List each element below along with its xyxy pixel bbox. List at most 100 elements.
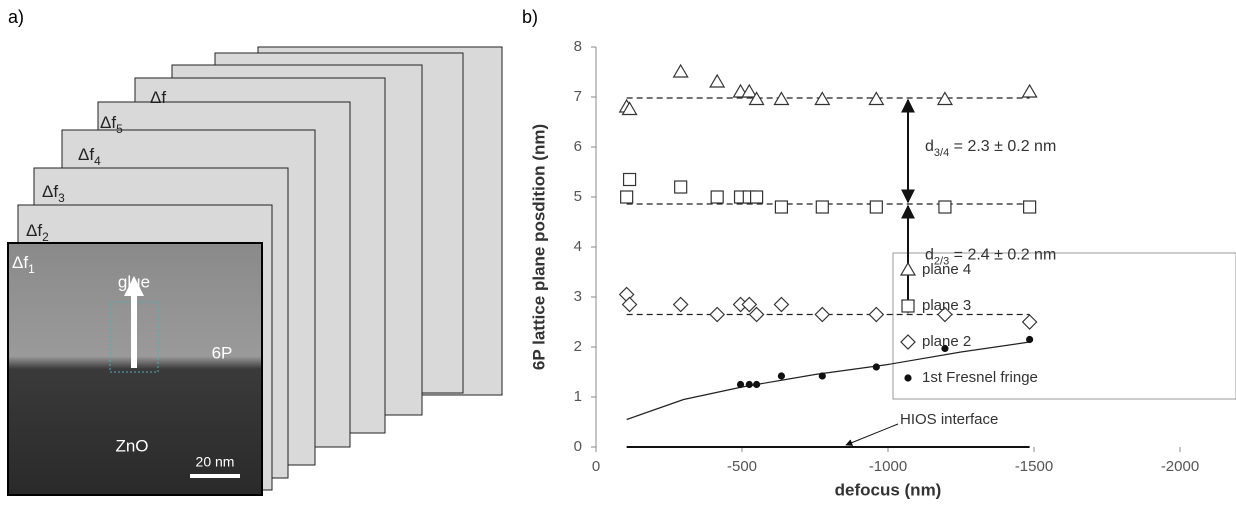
frame-label: Δf5 [100,113,123,136]
frame-label: Δf2 [26,221,49,244]
text-main: = 2.4 ± 0.2 nm [949,246,1056,263]
marker-dot [777,372,786,380]
y-tick-label: 4 [574,238,582,255]
annotation: d2/3 = 2.4 ± 0.2 nm [925,246,1056,267]
image-label: glue [118,272,150,291]
text-sub: 5 [116,122,123,136]
marker-dot [1026,335,1034,344]
marker-triangle [621,101,638,116]
marker-triangle [709,73,726,88]
legend-box [892,252,1236,400]
marker-triangle [899,261,917,276]
legend-label: plane 4 [922,261,971,278]
text-sub: 2 [42,230,49,244]
marker-dot [752,380,761,389]
marker-diamond [937,306,953,323]
marker-diamond [900,334,916,350]
x-axis-title: defocus (nm) [835,480,942,499]
marker-dot [872,363,880,371]
text-main: Δf [26,221,42,240]
tem-image [7,242,263,496]
marker-triangle [1021,83,1038,98]
marker-square [1023,200,1037,214]
marker-dot [818,372,826,380]
marker-triangle [748,91,765,106]
marker-triangle [868,91,885,106]
legend-label: 1st Fresnel fringe [922,369,1038,386]
marker-diamond [748,306,765,323]
marker-triangle [741,83,758,98]
marker-square [938,200,952,214]
text-sub: 2/3 [934,255,949,267]
text-sub: 4 [94,154,101,168]
marker-square [674,180,688,194]
y-tick-label: 2 [574,338,582,355]
marker-square [774,200,789,214]
marker-square [622,172,637,187]
y-tick-label: 0 [574,438,582,455]
text-sub: 1 [28,262,35,276]
frame-label: Δf1 [12,253,35,276]
text-main: Δf [78,145,94,164]
marker-dot [904,374,912,382]
marker-diamond [672,296,689,313]
marker-square [620,190,634,204]
text-main: Δf [12,253,28,272]
marker-square [749,190,764,204]
y-tick-label: 8 [574,38,582,55]
y-axis-title: 6P lattice plane posdition (nm) [529,124,548,370]
annotation-arrow [845,423,899,446]
x-tick-label: -1000 [869,458,907,475]
text-main: Δf [150,88,166,107]
marker-triangle [936,91,953,106]
marker-diamond [868,306,885,323]
frame-label: Δf3 [42,182,65,205]
x-tick-label: -500 [727,458,757,475]
marker-diamond [814,306,831,323]
annotation: HIOS interface [900,411,998,428]
text-sub: 3/4 [934,147,949,159]
marker-dot [736,380,745,389]
image-label: ZnO [115,436,148,455]
y-tick-label: 3 [574,288,582,305]
marker-square [815,200,829,214]
marker-dot [745,380,753,389]
marker-square [710,190,724,204]
y-tick-label: 6 [574,138,582,155]
text-main: Δf [100,113,116,132]
legend-label: plane 3 [922,297,971,314]
marker-triangle [773,91,790,106]
frame-stack [7,46,503,496]
legend-label: plane 2 [922,333,971,350]
frame-label: Δf [150,88,166,107]
text-main: Δf [42,182,58,201]
marker-diamond [1021,314,1038,330]
panel-label: b) [522,7,538,27]
panel-label: a) [8,7,24,27]
marker-diamond [709,306,726,323]
x-tick-label: 0 [592,458,600,475]
text-sub: 3 [58,191,65,205]
text-main: = 2.3 ± 0.2 nm [949,138,1056,155]
text-main: d [925,246,934,263]
marker-dot [941,344,949,353]
x-tick-label: -1500 [1015,458,1053,475]
frame-label: Δf4 [78,145,101,168]
y-tick-label: 1 [574,388,582,405]
scale-label: 20 nm [196,454,235,470]
marker-diamond [741,296,758,313]
marker-square [869,200,883,214]
y-tick-label: 7 [574,88,582,105]
marker-diamond [621,296,638,313]
x-tick-label: -2000 [1161,458,1199,475]
marker-triangle [814,91,831,106]
y-tick-label: 5 [574,188,582,205]
marker-diamond [773,296,790,313]
annotation: d3/4 = 2.3 ± 0.2 nm [925,138,1056,159]
text-main: d [925,138,934,155]
fit-line [626,341,1030,421]
marker-square [901,299,915,313]
marker-triangle [672,63,689,78]
image-label: 6P [212,343,233,362]
